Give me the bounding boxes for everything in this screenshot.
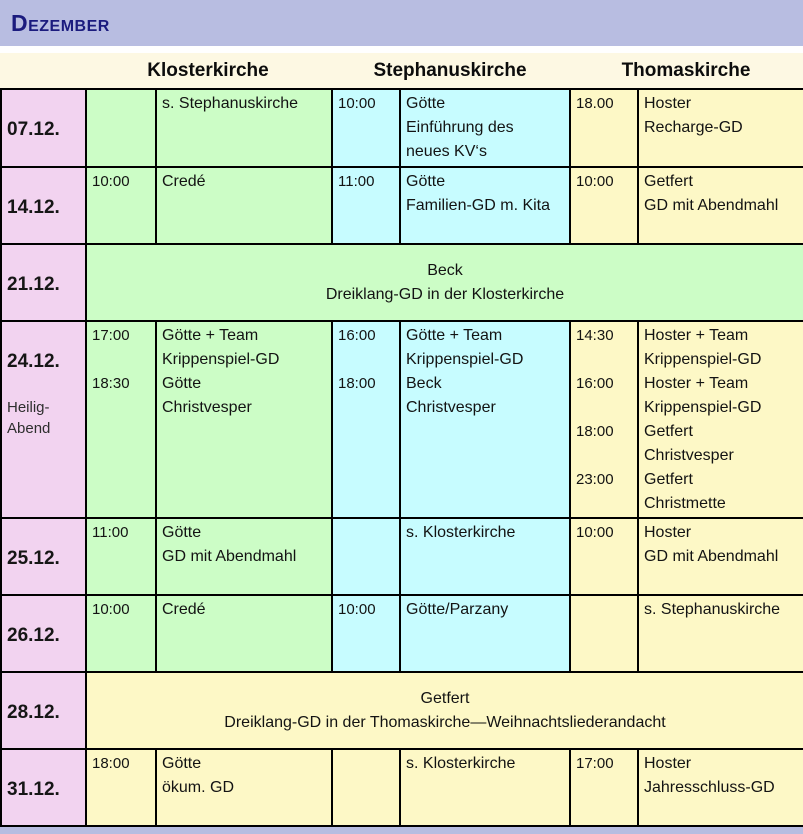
klosterkirche-time: 10:00 [85, 166, 157, 245]
date-label: 21.12. [7, 274, 60, 295]
next-month-band [0, 827, 803, 834]
spacer [0, 46, 803, 53]
church-header-row: Klosterkirche Stephanuskirche Thomaskirc… [0, 53, 803, 88]
date-cell: 28.12. [0, 671, 87, 750]
stephanuskirche-time: 11:00 [331, 166, 401, 245]
date-label: 26.12. [7, 625, 60, 646]
row-28-12: 28.12. Getfert Dreiklang-GD in der Thoma… [0, 671, 803, 750]
thomaskirche-service: Hoster GD mit Abendmahl [637, 517, 803, 596]
thomaskirche-time: 10:00 [569, 517, 639, 596]
date-label: 25.12. [7, 548, 60, 569]
date-label: 24.12. [7, 351, 60, 372]
date-cell: 07.12. [0, 88, 87, 168]
date-label: 28.12. [7, 702, 60, 723]
schedule-table: 07.12. s. Stephanuskirche 10:00 Götte Ei… [0, 88, 803, 827]
row-25-12: 25.12. 11:00 Götte GD mit Abendmahl s. K… [0, 517, 803, 596]
date-cell: 24.12. Heilig- Abend [0, 320, 87, 519]
thomaskirche-time: 10:00 [569, 166, 639, 245]
date-cell: 21.12. [0, 243, 87, 322]
thomaskirche-service: Hoster Jahresschluss-GD [637, 748, 803, 827]
merged-service-all-churches: Getfert Dreiklang-GD in der Thomaskirche… [85, 671, 803, 750]
stephanuskirche-time [331, 517, 401, 596]
klosterkirche-service: Götte ökum. GD [155, 748, 333, 827]
date-cell: 31.12. [0, 748, 87, 827]
klosterkirche-time: 17:00 18:30 [85, 320, 157, 519]
stephanuskirche-service: Götte Familien-GD m. Kita [399, 166, 571, 245]
date-cell: 25.12. [0, 517, 87, 596]
row-24-12: 24.12. Heilig- Abend 17:00 18:30 Götte +… [0, 320, 803, 519]
thomaskirche-service: Hoster + Team Krippenspiel-GD Hoster + T… [637, 320, 803, 519]
thomaskirche-service: Getfert GD mit Abendmahl [637, 166, 803, 245]
row-26-12: 26.12. 10:00 Credé 10:00 Götte/Parzany s… [0, 594, 803, 673]
church-header-stephanuskirche: Stephanuskirche [373, 59, 527, 81]
row-14-12: 14.12. 10:00 Credé 11:00 Götte Familien-… [0, 166, 803, 245]
stephanuskirche-time: 10:00 [331, 594, 401, 673]
stephanuskirche-time [331, 748, 401, 827]
row-21-12: 21.12. Beck Dreiklang-GD in der Klosterk… [0, 243, 803, 322]
klosterkirche-service: Götte GD mit Abendmahl [155, 517, 333, 596]
klosterkirche-service: Credé [155, 594, 333, 673]
klosterkirche-time: 18:00 [85, 748, 157, 827]
stephanuskirche-time: 10:00 [331, 88, 401, 168]
stephanuskirche-time: 16:00 18:00 [331, 320, 401, 519]
date-label: 07.12. [7, 119, 60, 140]
church-header-thomaskirche: Thomaskirche [621, 59, 751, 81]
thomaskirche-time: 17:00 [569, 748, 639, 827]
stephanuskirche-service: s. Klosterkirche [399, 748, 571, 827]
church-header-klosterkirche: Klosterkirche [147, 59, 269, 81]
klosterkirche-time: 11:00 [85, 517, 157, 596]
thomaskirche-service: s. Stephanuskirche [637, 594, 803, 673]
month-title: Dezember [11, 9, 110, 36]
stephanuskirche-service: Götte Einführung des neues KV‘s [399, 88, 571, 168]
klosterkirche-service: Götte + Team Krippenspiel-GD Götte Chris… [155, 320, 333, 519]
thomaskirche-service: Hoster Recharge-GD [637, 88, 803, 168]
klosterkirche-service: Credé [155, 166, 333, 245]
klosterkirche-time: 10:00 [85, 594, 157, 673]
month-title-band: Dezember [0, 0, 803, 46]
stephanuskirche-service: Götte + Team Krippenspiel-GD Beck Christ… [399, 320, 571, 519]
thomaskirche-time: 18.00 [569, 88, 639, 168]
date-cell: 14.12. [0, 166, 87, 245]
stephanuskirche-service: s. Klosterkirche [399, 517, 571, 596]
merged-service-all-churches: Beck Dreiklang-GD in der Klosterkirche [85, 243, 803, 322]
stephanuskirche-service: Götte/Parzany [399, 594, 571, 673]
date-label: 31.12. [7, 779, 60, 800]
row-31-12: 31.12. 18:00 Götte ökum. GD s. Klosterki… [0, 748, 803, 827]
date-cell: 26.12. [0, 594, 87, 673]
thomaskirche-time: 14:30 16:00 18:00 23:00 [569, 320, 639, 519]
klosterkirche-time [85, 88, 157, 168]
thomaskirche-time [569, 594, 639, 673]
date-label: 14.12. [7, 197, 60, 218]
row-07-12: 07.12. s. Stephanuskirche 10:00 Götte Ei… [0, 88, 803, 168]
date-note: Heilig- Abend [7, 399, 51, 437]
klosterkirche-service: s. Stephanuskirche [155, 88, 333, 168]
